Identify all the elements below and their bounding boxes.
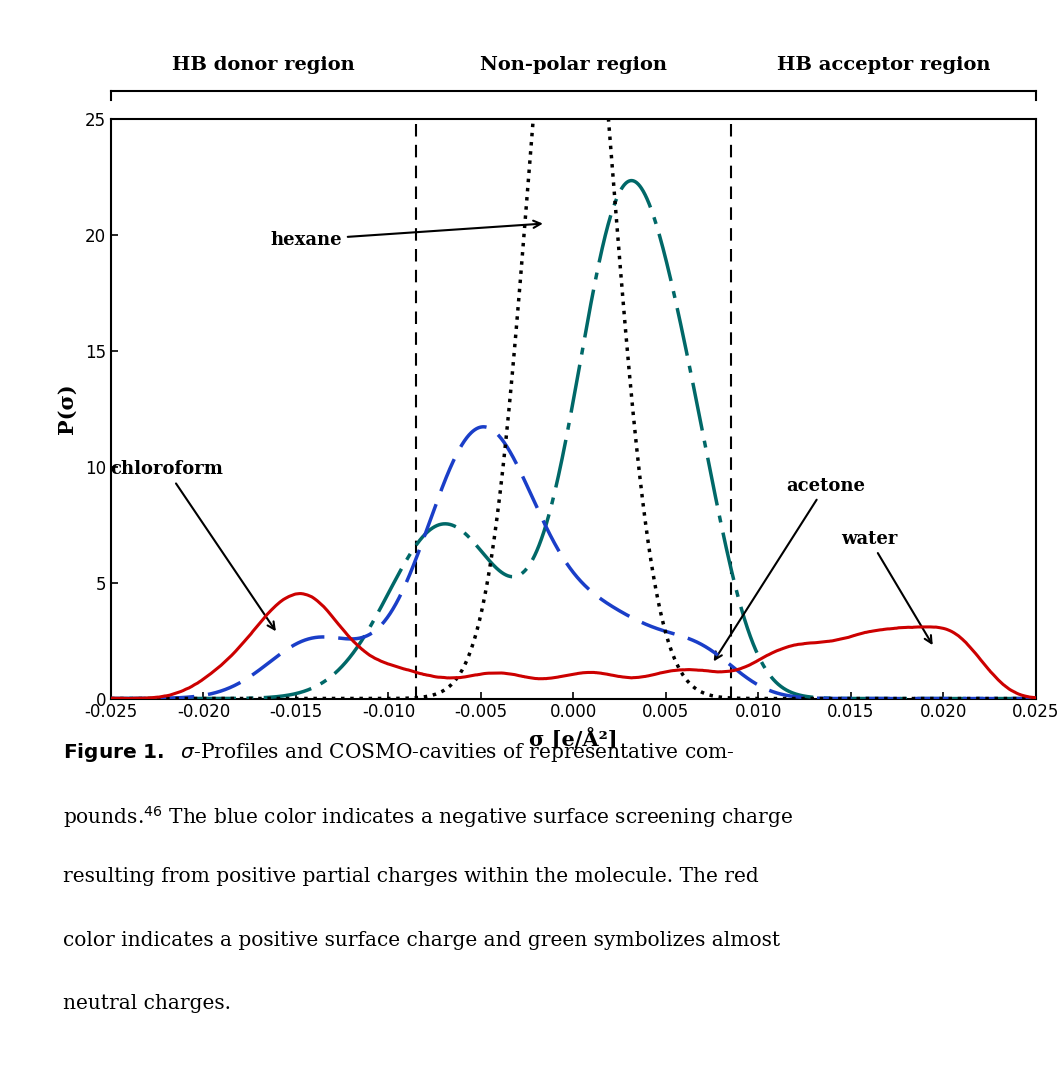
Text: neutral charges.: neutral charges. bbox=[63, 994, 231, 1013]
Text: chloroform: chloroform bbox=[110, 460, 275, 629]
Text: acetone: acetone bbox=[715, 477, 865, 660]
Text: HB acceptor region: HB acceptor region bbox=[777, 56, 990, 74]
Text: pounds.$^{46}$ The blue color indicates a negative surface screening charge: pounds.$^{46}$ The blue color indicates … bbox=[63, 805, 794, 831]
X-axis label: σ [e/Å²]: σ [e/Å²] bbox=[530, 730, 617, 751]
Y-axis label: P(σ): P(σ) bbox=[57, 383, 77, 434]
Text: HB donor region: HB donor region bbox=[172, 56, 355, 74]
Text: Non-polar region: Non-polar region bbox=[480, 56, 667, 74]
Text: hexane: hexane bbox=[271, 221, 540, 249]
Text: resulting from positive partial charges within the molecule. The red: resulting from positive partial charges … bbox=[63, 867, 759, 887]
Text: water: water bbox=[841, 530, 931, 643]
Text: $\mathbf{Figure\ 1.}$  $\mathit{\sigma}$-Profiles and COSMO-cavities of represen: $\mathbf{Figure\ 1.}$ $\mathit{\sigma}$-… bbox=[63, 741, 735, 765]
Text: color indicates a positive surface charge and green symbolizes almost: color indicates a positive surface charg… bbox=[63, 930, 780, 950]
